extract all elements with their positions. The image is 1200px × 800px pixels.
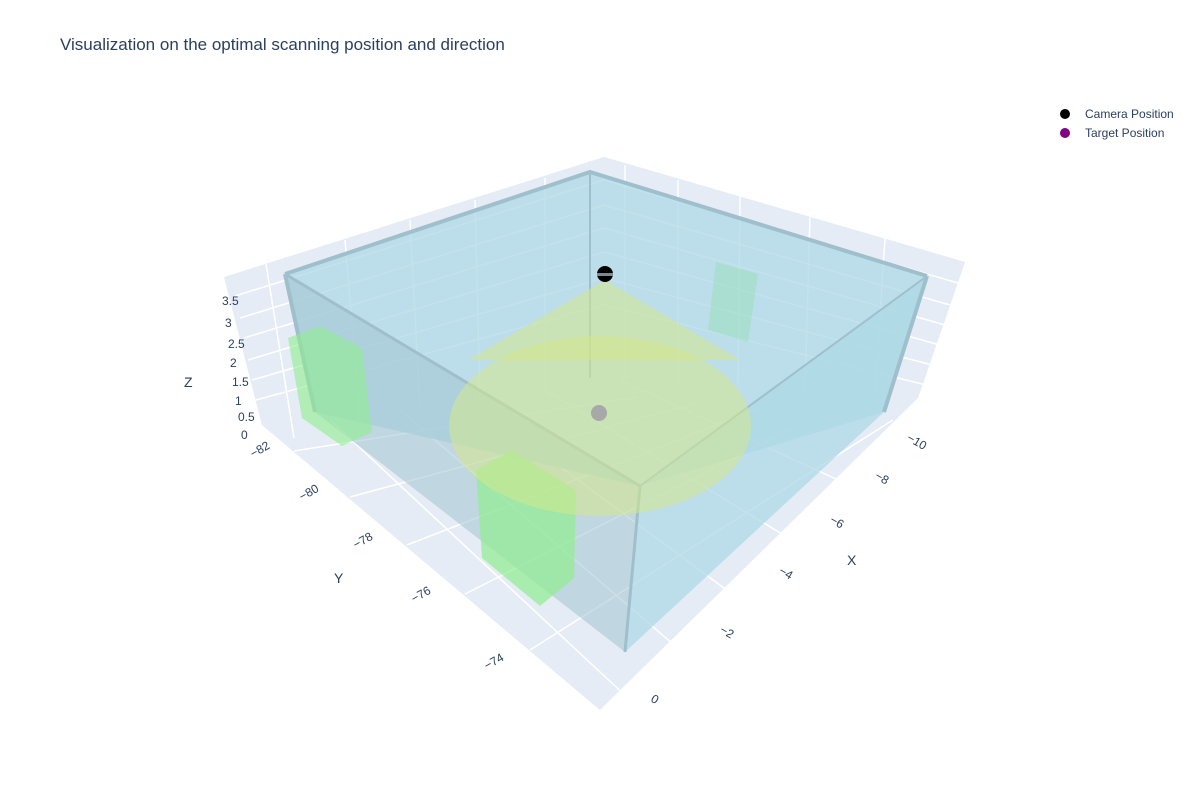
x-tick-label: −6 [828,512,847,531]
z-axis-ticks: 0 0.5 1 1.5 2 2.5 3 3.5 [222,294,255,442]
x-tick-label: 0 [649,691,662,707]
z-axis-title: Z [184,374,193,390]
z-tick-label: 2 [230,356,237,370]
z-tick-label: 1 [235,394,242,408]
scan-cone [449,280,751,516]
room-edge [623,485,642,653]
y-axis-title: Y [334,570,344,586]
cone-base [449,336,751,516]
x-tick-label: −2 [718,622,737,641]
legend-label-target: Target Position [1085,126,1164,140]
room-edge [882,275,929,413]
grid-line [329,419,631,701]
markers [591,266,613,421]
y-tick-label: −82 [248,438,273,460]
z-tick-label: 2.5 [228,337,245,351]
legend-marker-target [1060,128,1070,138]
obstacle-box [288,326,372,446]
z-tick-label: 1.5 [232,375,249,389]
z-tick-label: 3.5 [222,294,239,308]
chart-title: Visualization on the optimal scanning po… [60,35,505,54]
legend: Camera Position Target Position [1060,107,1174,140]
camera-marker-band [597,273,613,276]
x-axis-title: X [847,552,857,568]
y-tick-label: −80 [297,481,322,503]
legend-label-camera: Camera Position [1085,107,1174,121]
y-tick-label: −78 [351,529,376,551]
target-position-marker [591,405,607,421]
obstacle-box [708,262,758,342]
z-tick-label: 0.5 [238,410,255,424]
z-tick-label: 0 [241,428,248,442]
z-tick-label: 3 [225,316,232,330]
cone-side [468,280,740,360]
room-front-right-wall [625,276,927,652]
x-tick-label: −10 [905,430,930,452]
x-tick-label: −8 [873,468,892,487]
x-tick-label: −4 [777,563,796,582]
legend-marker-camera [1060,109,1070,119]
y-tick-label: −74 [482,650,507,672]
y-tick-label: −76 [409,583,434,605]
